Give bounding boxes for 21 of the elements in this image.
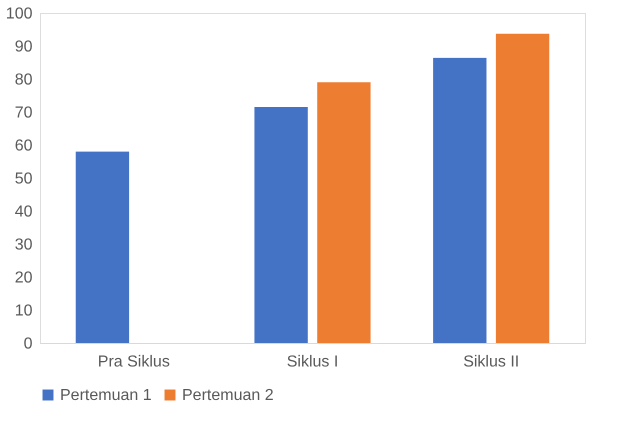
bar xyxy=(496,34,550,343)
y-tick-label: 60 xyxy=(14,138,33,154)
bar xyxy=(76,152,130,343)
legend-label: Pertemuan 1 xyxy=(60,387,152,404)
x-tick-label: Pra Siklus xyxy=(98,354,170,370)
bar xyxy=(317,82,371,343)
x-tick-label: Siklus I xyxy=(286,354,338,370)
bar xyxy=(433,58,486,343)
legend-label: Pertemuan 2 xyxy=(182,387,274,404)
x-tick-label: Siklus II xyxy=(463,354,520,370)
y-tick-label: 90 xyxy=(14,38,33,56)
y-tick-label: 50 xyxy=(14,170,33,188)
y-tick-label: 30 xyxy=(14,236,33,254)
y-tick-label: 0 xyxy=(24,336,33,352)
y-tick-label: 80 xyxy=(14,72,33,88)
y-tick-label: 20 xyxy=(14,270,33,286)
y-tick-label: 70 xyxy=(14,104,33,122)
y-tick-label: 10 xyxy=(14,302,33,320)
y-tick-label: 40 xyxy=(14,204,33,220)
y-tick-label: 100 xyxy=(6,6,33,22)
bar xyxy=(254,107,308,343)
